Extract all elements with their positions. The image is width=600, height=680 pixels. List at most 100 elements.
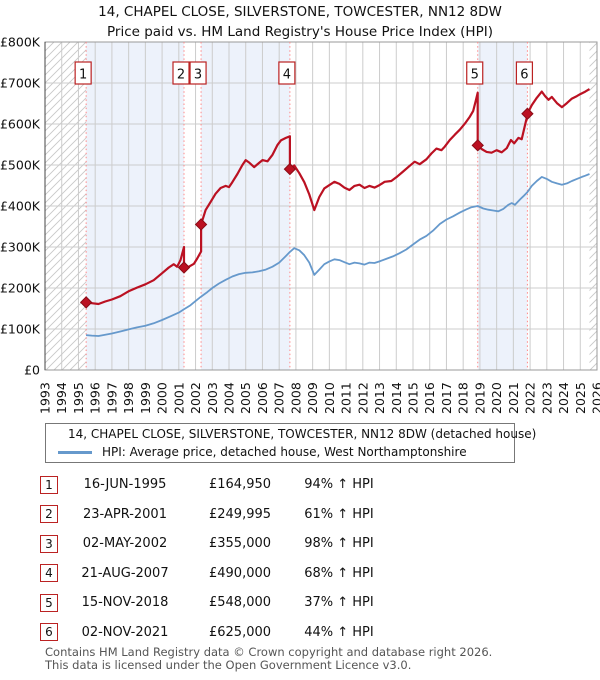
sale-number-box bbox=[189, 61, 207, 85]
sale-price: £164,950 bbox=[208, 477, 272, 493]
sale-number-badge: 5 bbox=[40, 593, 58, 612]
sale-date: 16-JUN-1995 bbox=[83, 477, 167, 493]
x-tick-label: 2014 bbox=[389, 382, 404, 414]
sale-marker bbox=[283, 162, 297, 176]
sale-marker bbox=[177, 261, 191, 274]
sale-number-box bbox=[172, 61, 190, 85]
x-tick-label: 2000 bbox=[155, 382, 170, 414]
sale-number-label: 2 bbox=[177, 68, 185, 83]
sale-price: £625,000 bbox=[208, 624, 272, 640]
x-tick-label: 2025 bbox=[573, 382, 588, 414]
x-tick-label: 1997 bbox=[104, 382, 119, 414]
x-tick-label: 2006 bbox=[255, 382, 270, 414]
x-tick-label: 2004 bbox=[222, 382, 237, 414]
x-tick-label: 2018 bbox=[456, 382, 471, 414]
x-tick-label: 1994 bbox=[54, 382, 69, 414]
x-tick-label: 2007 bbox=[272, 382, 287, 414]
table-row: 3 02-MAY-2002 £355,000 98% ↑ HPI bbox=[0, 529, 600, 559]
x-tick-label: 2010 bbox=[322, 382, 337, 414]
x-axis-labels: 1993 1994 1995 1996 1997 1998 1999 2000 2001 2002… bbox=[38, 382, 600, 414]
sale-vs-hpi: 44% ↑ HPI bbox=[304, 624, 374, 640]
sale-date: 02-MAY-2002 bbox=[82, 536, 168, 552]
legend-label: HPI: Average price, detached house, West… bbox=[102, 445, 467, 460]
legend-label: 14, CHAPEL CLOSE, SILVERSTONE, TOWCESTER… bbox=[68, 426, 537, 441]
x-tick-label: 1993 bbox=[38, 382, 53, 414]
sale-number-label: 4 bbox=[283, 68, 291, 83]
x-tick-label: 2024 bbox=[556, 382, 571, 414]
sale-marker bbox=[471, 139, 484, 152]
y-tick-label: £200K bbox=[0, 281, 41, 296]
y-tick-label: £500K bbox=[0, 158, 41, 173]
table-row: 1 16-JUN-1995 £164,950 94% ↑ HPI bbox=[0, 470, 600, 500]
sale-number-label: 3 bbox=[194, 68, 202, 83]
copyright-footer: Contains HM Land Registry data © Crown c… bbox=[45, 646, 585, 671]
x-tick-label: 1995 bbox=[71, 382, 86, 414]
chart-legend: 14, CHAPEL CLOSE, SILVERSTONE, TOWCESTER… bbox=[45, 423, 536, 463]
sale-number-box bbox=[466, 61, 484, 85]
x-tick-label: 2016 bbox=[422, 382, 437, 414]
footer-line-2: This data is licensed under the Open Gov… bbox=[45, 657, 412, 672]
footer-line-1: Contains HM Land Registry data © Crown c… bbox=[45, 645, 493, 659]
y-axis-labels: £800K £700K £600K £500K £400K £300K £200K £100K… bbox=[0, 35, 41, 378]
x-tick-label: 2008 bbox=[288, 382, 303, 414]
hpi-line-swatch bbox=[58, 450, 92, 454]
x-tick-label: 2017 bbox=[439, 382, 454, 414]
x-tick-label: 2001 bbox=[171, 382, 186, 414]
table-row: 6 02-NOV-2021 £625,000 44% ↑ HPI bbox=[0, 618, 600, 648]
sale-vs-hpi: 94% ↑ HPI bbox=[304, 477, 374, 493]
sale-markers bbox=[79, 107, 534, 309]
x-tick-label: 2013 bbox=[372, 382, 387, 414]
sale-number-label: 6 bbox=[520, 68, 528, 83]
sale-date: 15-NOV-2018 bbox=[81, 595, 169, 611]
price-chart: 1 2 3 4 5 6£800K£700K£600K£500K£400K£300K£200… bbox=[0, 35, 600, 415]
x-tick-label: 2021 bbox=[506, 382, 521, 414]
sale-number-badge: 1 bbox=[40, 475, 58, 494]
sale-number-badge: 3 bbox=[40, 534, 58, 553]
sale-marker bbox=[521, 107, 534, 120]
sale-number-badge: 4 bbox=[40, 564, 58, 583]
x-tick-label: 2002 bbox=[188, 382, 203, 414]
x-tick-label: 2026 bbox=[590, 382, 600, 414]
y-tick-label: £700K bbox=[0, 76, 41, 91]
x-tick-label: 1996 bbox=[88, 382, 103, 414]
chart-root: 1 2 3 4 5 6£800K£700K£600K£500K£400K£300K£200… bbox=[0, 35, 600, 415]
sale-price: £490,000 bbox=[208, 565, 272, 581]
x-tick-label: 2022 bbox=[523, 382, 538, 414]
page-title: 14, CHAPEL CLOSE, SILVERSTONE, TOWCESTER… bbox=[98, 4, 502, 20]
legend-item-hpi: HPI: Average price, detached house, West… bbox=[46, 445, 514, 461]
x-tick-label: 2023 bbox=[539, 382, 554, 414]
y-tick-label: £600K bbox=[0, 117, 41, 132]
sale-marker bbox=[79, 296, 93, 309]
x-tick-label: 2019 bbox=[472, 382, 487, 414]
x-tick-label: 2005 bbox=[238, 382, 253, 414]
sale-number-box bbox=[278, 61, 296, 85]
sale-date: 21-AUG-2007 bbox=[81, 565, 169, 581]
table-row: 4 21-AUG-2007 £490,000 68% ↑ HPI bbox=[0, 559, 600, 589]
sale-number-box bbox=[515, 61, 534, 85]
x-tick-label: 1998 bbox=[121, 382, 136, 414]
sales-table: 1 16-JUN-1995 £164,950 94% ↑ HPI 2 23-AP… bbox=[0, 470, 600, 647]
sale-price: £355,000 bbox=[208, 536, 272, 552]
sale-date: 23-APR-2001 bbox=[83, 506, 167, 522]
sale-number-label: 5 bbox=[471, 68, 479, 83]
y-tick-label: £100K bbox=[0, 322, 41, 337]
y-tick-label: £0 bbox=[24, 363, 40, 378]
sale-number-badge: 2 bbox=[40, 505, 58, 524]
sale-date: 02-NOV-2021 bbox=[81, 624, 169, 640]
sale-marker bbox=[194, 218, 208, 231]
y-tick-label: £400K bbox=[0, 199, 41, 214]
y-tick-label: £800K bbox=[0, 35, 41, 50]
x-tick-label: 2009 bbox=[305, 382, 320, 414]
table-row: 5 15-NOV-2018 £548,000 37% ↑ HPI bbox=[0, 588, 600, 618]
sale-vs-hpi: 68% ↑ HPI bbox=[304, 565, 374, 581]
table-row: 2 23-APR-2001 £249,995 61% ↑ HPI bbox=[0, 500, 600, 530]
legend-item-property: 14, CHAPEL CLOSE, SILVERSTONE, TOWCESTER… bbox=[46, 426, 536, 442]
sale-price: £548,000 bbox=[208, 595, 272, 611]
series-line-property bbox=[85, 88, 591, 306]
x-tick-label: 1999 bbox=[138, 382, 153, 414]
series-line-hpi bbox=[86, 173, 590, 337]
x-tick-label: 2011 bbox=[339, 382, 354, 414]
x-tick-label: 2020 bbox=[489, 382, 504, 414]
